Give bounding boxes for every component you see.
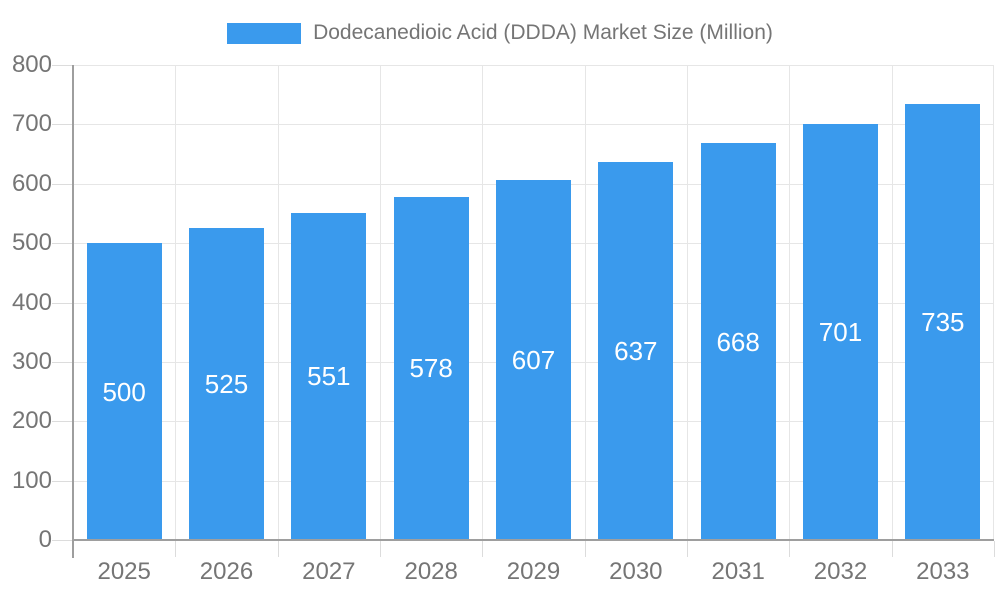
- bar-value-label-2026: 525: [204, 369, 249, 400]
- y-tick-label: 0: [38, 526, 52, 553]
- h-gridline: [73, 65, 994, 66]
- x-tick-label: 2030: [609, 558, 663, 585]
- x-axis-line: [72, 539, 994, 541]
- v-gridline: [891, 65, 893, 540]
- y-tick-label: 300: [11, 347, 52, 375]
- y-tick: [52, 183, 72, 185]
- bar-2029[interactable]: [496, 179, 571, 540]
- v-gridline: [277, 65, 279, 540]
- x-tick-label: 2031: [711, 558, 765, 585]
- bar-value-label-2031: 668: [716, 326, 760, 357]
- x-tick-label: 2032: [813, 558, 868, 585]
- x-tick-label: 2026: [199, 558, 254, 585]
- x-tick-label: 2025: [97, 558, 151, 585]
- bar-2032[interactable]: [803, 123, 878, 540]
- bar-value-label-2029: 607: [511, 344, 556, 375]
- y-tick-label: 600: [11, 169, 52, 197]
- y-tick-label: 100: [11, 466, 52, 494]
- bar-2025[interactable]: [86, 243, 162, 540]
- bar-value-label-2032: 701: [818, 316, 863, 347]
- bar-2033[interactable]: [905, 103, 981, 540]
- bar-2027[interactable]: [291, 212, 367, 540]
- x-tick: [482, 541, 484, 557]
- x-tick-label: 2029: [506, 558, 561, 585]
- x-tick: [891, 541, 893, 557]
- y-tick: [52, 421, 72, 423]
- bar-value-label-2027: 551: [307, 361, 351, 392]
- chart-title: Dodecanedioic Acid (DDDA) Market Size (M…: [313, 21, 773, 44]
- bar-2030[interactable]: [598, 161, 674, 540]
- v-gridline: [687, 65, 688, 540]
- y-tick-label: 800: [11, 51, 52, 78]
- v-gridline: [789, 65, 791, 540]
- bar-value-label-2030: 637: [614, 335, 658, 366]
- y-tick: [52, 480, 72, 482]
- x-tick: [380, 541, 381, 557]
- bar-2031[interactable]: [700, 143, 776, 540]
- x-tick: [277, 541, 279, 557]
- v-gridline: [380, 65, 381, 540]
- v-gridline: [584, 65, 586, 540]
- y-tick: [52, 65, 72, 66]
- x-tick: [584, 541, 586, 557]
- y-tick-label: 200: [11, 407, 52, 435]
- y-tick-label: 500: [11, 229, 52, 257]
- y-tick: [52, 540, 72, 541]
- y-tick: [52, 302, 72, 304]
- x-tick-label: 2028: [404, 558, 458, 585]
- v-gridline: [482, 65, 484, 540]
- x-tick: [789, 541, 791, 557]
- bar-value-label-2033: 735: [921, 306, 965, 337]
- y-tick-label: 700: [11, 110, 52, 138]
- x-tick: [994, 541, 995, 557]
- y-tick: [52, 243, 72, 245]
- bar-2026[interactable]: [189, 228, 264, 540]
- legend[interactable]: Dodecanedioic Acid (DDDA) Market Size (M…: [0, 20, 1000, 46]
- h-gridline: [73, 124, 994, 126]
- y-tick: [52, 361, 72, 363]
- x-tick-label: 2027: [302, 558, 356, 585]
- x-tick: [687, 541, 688, 557]
- y-tick-label: 400: [11, 288, 52, 316]
- y-axis-line: [72, 65, 74, 558]
- y-tick: [52, 124, 72, 126]
- x-tick-label: 2033: [916, 558, 970, 585]
- bar-2028[interactable]: [393, 196, 469, 540]
- bar-value-label-2028: 578: [409, 353, 453, 384]
- plot-right-border: [993, 65, 994, 540]
- v-gridline: [175, 65, 177, 540]
- bar-value-label-2025: 500: [102, 376, 146, 407]
- x-tick: [175, 541, 177, 557]
- legend-swatch[interactable]: [227, 22, 302, 44]
